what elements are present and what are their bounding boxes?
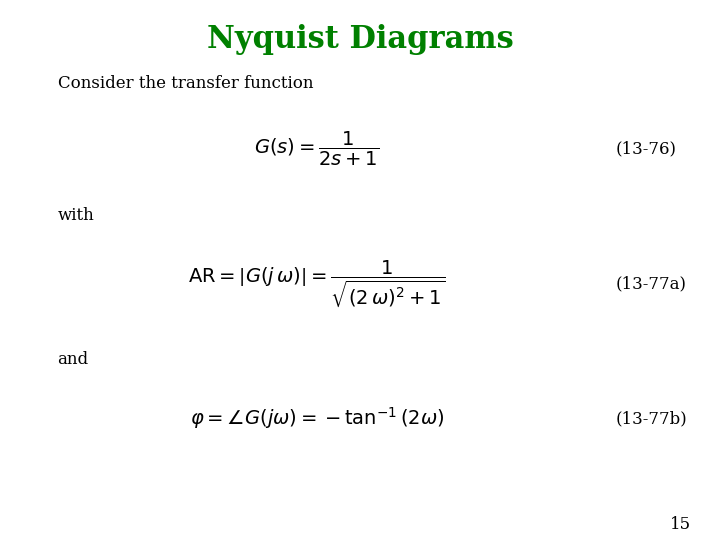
Text: (13-77b): (13-77b) [616, 410, 688, 427]
Text: Consider the transfer function: Consider the transfer function [58, 75, 313, 92]
Text: 15: 15 [670, 516, 691, 534]
Text: Nyquist Diagrams: Nyquist Diagrams [207, 24, 513, 55]
Text: $\varphi=\angle G(j\omega)=-\tan^{-1}(2\omega)$: $\varphi=\angle G(j\omega)=-\tan^{-1}(2\… [189, 406, 444, 431]
Text: and: and [58, 350, 89, 368]
Text: $\mathrm{AR}=\left|G(j\,\omega)\right|=\dfrac{1}{\sqrt{(2\,\omega)^{2}+1}}$: $\mathrm{AR}=\left|G(j\,\omega)\right|=\… [188, 258, 446, 309]
Text: with: with [58, 207, 94, 225]
Text: $G(s)=\dfrac{1}{2s+1}$: $G(s)=\dfrac{1}{2s+1}$ [254, 130, 379, 167]
Text: (13-77a): (13-77a) [616, 275, 687, 292]
Text: (13-76): (13-76) [616, 140, 677, 157]
